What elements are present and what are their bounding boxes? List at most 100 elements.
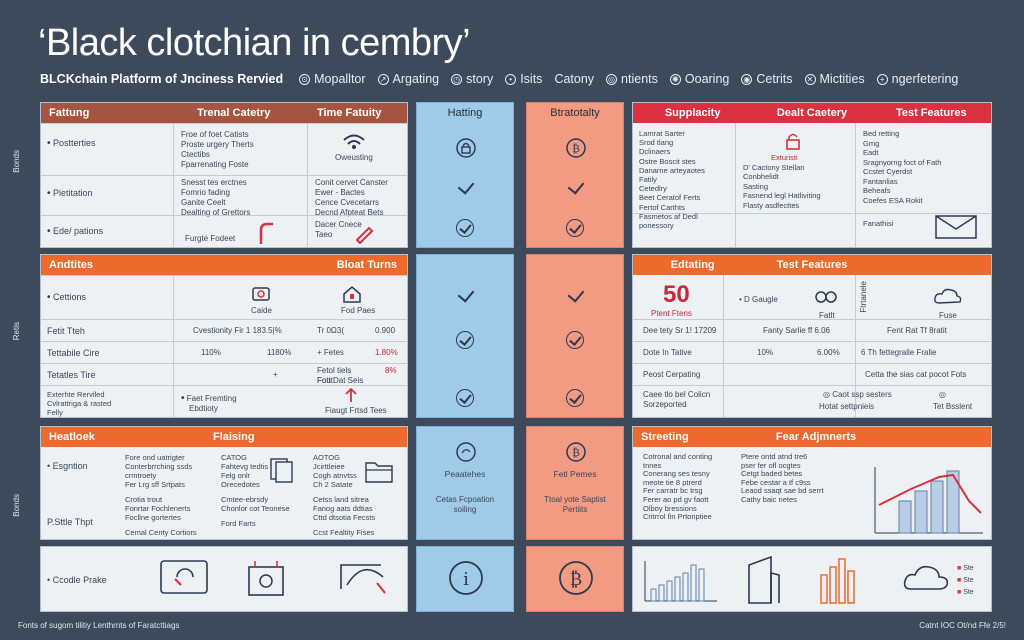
check-icon <box>457 285 475 303</box>
svg-text:₿: ₿ <box>570 569 582 590</box>
check-circle-icon <box>456 219 474 237</box>
pencil-icon <box>259 222 273 244</box>
check-circle-icon <box>566 219 584 237</box>
nav-item-mopalltor[interactable]: ⊙ Mopalltor <box>299 72 366 86</box>
footer-right: Catnt IOC Ot/nd Ffe 2/5! <box>919 621 1006 630</box>
nav-item-ooaring[interactable]: ✺ Ooaring <box>669 72 729 86</box>
nav-item-mictities[interactable]: ✕ Mictities <box>804 72 865 86</box>
arrow-up-icon <box>345 387 357 402</box>
check-circle-icon <box>566 389 584 407</box>
blue-column-bottom: Peaatehes Cetas Fcpoation soiling <box>416 426 514 540</box>
pin-icon: • <box>505 73 517 85</box>
left-bottom-header: Heatloek Flaising <box>41 427 407 447</box>
blue-column-top: Hatting <box>416 102 514 248</box>
right-bottom-header: Streeting Fear Adjmnerts <box>633 427 991 447</box>
lock-icon <box>456 138 476 158</box>
link-icon <box>815 291 837 303</box>
right-mid-card: Edtating Test Features 50 Ptent Ftens • … <box>632 254 992 418</box>
page-title: ‘Black clotchian in cembry’ <box>38 22 471 64</box>
salmon-column-bottom: ₿ Fetl Pemes Ttoal yote Saptist Pertiits <box>526 426 624 540</box>
nav-item-cetrits[interactable]: ◉ Cetrits <box>741 72 793 86</box>
subtitle: BLCKchain Platform of Jnciness Rervied <box>40 72 284 86</box>
table-row: • Ede/ pations Furgte Fodeet Dacer Cnece… <box>41 215 407 247</box>
table-row: • Pietitation Snesst tes erctnes Fomrio f… <box>41 175 407 217</box>
subtitle-nav: BLCKchain Platform of Jnciness Rervied ⊙… <box>40 72 1000 86</box>
clock-icon: ◷ <box>451 73 463 85</box>
envelope-icon <box>935 215 977 239</box>
salmon-column-footer: ₿ <box>526 546 624 612</box>
side-label-3: Bonds <box>12 494 21 517</box>
folder-icon <box>365 462 393 483</box>
wifi-icon <box>343 134 365 149</box>
table-row: Dee tety Sr 1! 17209 Fanty Sarlie ff 6.0… <box>633 319 991 341</box>
edit-icon <box>355 226 374 244</box>
big-number: 50 <box>663 281 690 308</box>
svg-text:₿: ₿ <box>572 446 580 459</box>
building-icon <box>748 555 780 604</box>
gallery-icon <box>248 561 284 596</box>
check-icon <box>457 177 475 195</box>
right-footer-card: ■ Ste ■ Ste ■ Ste <box>632 546 992 612</box>
target-icon: ◎ <box>606 73 618 85</box>
blue-column-footer: i <box>416 546 514 612</box>
left-bottom-card: Heatloek Flaising • Esgntion Fore ond ua… <box>40 426 408 540</box>
right-mid-header: Edtating Test Features <box>633 255 991 275</box>
table-row: Dote In Tative 10% 6.00% 6 Th fettegrali… <box>633 341 991 363</box>
svg-text:i: i <box>463 569 469 590</box>
left-mid-card: Andtites Bloat Turns • Cettions Caide Fo… <box>40 254 408 418</box>
arrow-icon: ↗ <box>377 73 389 85</box>
nav-item-ntients[interactable]: ◎ ntients <box>606 72 658 86</box>
left-top-header: Fattung Trenal Catetry Time Fatuity <box>41 103 407 123</box>
chat-icon <box>456 442 476 462</box>
table-row: Tetatles Tire + Fetol tiels Fout 8% Fott… <box>41 363 407 385</box>
pointer-icon: ◉ <box>741 73 753 85</box>
trend-chart-icon <box>874 467 983 534</box>
laptop-icon <box>340 564 386 594</box>
check-circle-icon <box>456 331 474 349</box>
check-icon <box>567 285 585 303</box>
left-footer-card: • Ccodle Prake <box>40 546 408 612</box>
cross-icon: ✕ <box>804 73 816 85</box>
home-icon <box>343 286 361 303</box>
table-row: • Cettions Caide Fod Paes <box>41 275 407 319</box>
svg-text:₿: ₿ <box>572 142 580 155</box>
side-label-1: Bonds <box>12 150 21 173</box>
blue-column-mid <box>416 254 514 418</box>
check-circle-icon <box>566 331 584 349</box>
check-icon <box>567 177 585 195</box>
side-label-2: Retis <box>12 322 21 341</box>
nav-item-ngerfetering[interactable]: + ngerfetering <box>876 72 958 86</box>
right-top-card: Supplacity Dealt Caetery Test Features L… <box>632 102 992 248</box>
lock-icon <box>252 287 270 301</box>
footer-left: Fonts of sugom tilitiy Lenthrnts of Fara… <box>18 621 180 630</box>
circle-icon: ⊙ <box>299 73 311 85</box>
gear-icon: ✺ <box>669 73 681 85</box>
table-row: Peost Cerpating Cetta the sias cat pocot… <box>633 363 991 385</box>
nav-item-catony[interactable]: Catony <box>554 72 595 86</box>
right-bottom-card: Streeting Fear Adjmnerts Cotronal and co… <box>632 426 992 540</box>
cloud-icon <box>934 288 962 304</box>
nav-item-argating[interactable]: ↗ Argating <box>377 72 439 86</box>
documents-icon <box>270 458 293 483</box>
table-row: Caee tlo bel Colicn Sorzeported ◎ Caot ss… <box>633 385 991 417</box>
table-row: Exterhte Rerviled Cvlrattriga & rasted Fel… <box>41 385 407 417</box>
table-row: • Postterties Froe of foet Catists Proste… <box>41 123 407 175</box>
plus-icon: + <box>876 73 888 85</box>
table-row: Fetit Tteh Cvestionity Fir 1 183.5|% Tr … <box>41 319 407 341</box>
bitcoin-icon: ₿ <box>566 138 586 158</box>
lock-open-icon <box>786 133 800 150</box>
check-circle-icon <box>456 389 474 407</box>
salmon-column-mid <box>526 254 624 418</box>
info-icon[interactable]: i <box>447 559 485 597</box>
nav-item-story[interactable]: ◷ story <box>451 72 494 86</box>
salmon-column-top: Btratotalty ₿ <box>526 102 624 248</box>
cloud-icon <box>903 565 949 590</box>
bar-stack-icon <box>820 558 855 604</box>
nav-item-isits[interactable]: • Isits <box>505 72 542 86</box>
table-row: Tettabile Cire 110% 1180% + Fetes 1.80% <box>41 341 407 363</box>
left-top-card: Fattung Trenal Catetry Time Fatuity • Po… <box>40 102 408 248</box>
bitcoin-icon[interactable]: ₿ <box>557 559 595 597</box>
left-mid-header: Andtites Bloat Turns <box>41 255 407 275</box>
monitor-refresh-icon <box>160 560 208 594</box>
bar-chart-icon <box>644 561 717 602</box>
